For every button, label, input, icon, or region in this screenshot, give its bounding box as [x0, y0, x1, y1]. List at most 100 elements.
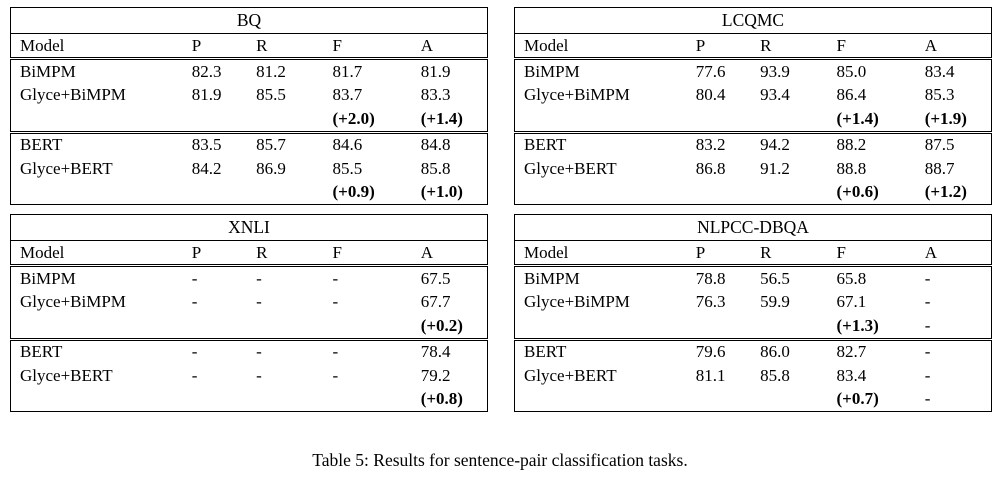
- table-row: (+0.7) -: [515, 388, 992, 412]
- model-cell: [11, 314, 192, 339]
- table-row: BiMPM 77.6 93.9 85.0 83.4: [515, 59, 992, 84]
- value-cell: -: [924, 337, 992, 364]
- table-row: (+0.2): [11, 314, 488, 339]
- value-cell: 85.0: [836, 61, 867, 81]
- table-row: Glyce+BERT 84.2 86.9 85.5 85.8: [11, 157, 488, 181]
- column-header-p: P: [191, 33, 257, 60]
- results-table-nlpcc-dbqa: NLPCC-DBQA Model P R F A BiMPM 78.8 56.5 65.8- G…: [514, 214, 992, 412]
- value-cell: 93.9: [760, 61, 790, 81]
- value-cell: [696, 107, 760, 132]
- model-cell: Glyce+BiMPM: [20, 292, 126, 312]
- results-table-bq: BQ Model P R F A BiMPM 82.3 81.2 81.7 81.9 Glyce+…: [10, 7, 488, 205]
- column-header-r: R: [760, 240, 837, 267]
- column-header-f: F: [332, 33, 421, 60]
- column-header-a: A: [924, 33, 992, 60]
- column-header-f: F: [836, 33, 925, 60]
- table-header-row: Model P R F A: [10, 33, 488, 60]
- value-cell: 83.3: [420, 85, 451, 105]
- value-cell: 85.8: [760, 365, 790, 385]
- column-header-model: Model: [10, 240, 192, 267]
- value-cell: 78.8: [695, 268, 726, 288]
- value-cell: (+1.4): [420, 108, 463, 128]
- value-cell: [696, 388, 760, 412]
- model-cell: [515, 107, 696, 132]
- value-cell: 67.1: [836, 292, 867, 312]
- value-cell: -: [191, 337, 257, 364]
- value-cell: [192, 388, 256, 412]
- value-cell: 76.3: [695, 292, 726, 312]
- value-cell: (+2.0): [332, 108, 375, 128]
- value-cell: -: [191, 365, 198, 385]
- model-cell: Glyce+BERT: [524, 158, 617, 178]
- results-table-xnli: XNLI Model P R F A BiMPM - - -67.5 Glyce+BiMPM - -…: [10, 214, 488, 412]
- table-row: Glyce+BERT 81.1 85.8 83.4 -: [515, 364, 992, 388]
- value-cell: [332, 388, 420, 412]
- column-header-r: R: [256, 33, 333, 60]
- value-cell: [256, 314, 332, 339]
- model-cell: Glyce+BiMPM: [524, 85, 630, 105]
- value-cell: -: [256, 292, 262, 312]
- column-header-p: P: [695, 33, 761, 60]
- value-cell: -: [332, 365, 339, 385]
- table-row: (+1.4) (+1.9): [515, 107, 992, 132]
- column-header-p: P: [695, 240, 761, 267]
- value-cell: -: [256, 365, 262, 385]
- model-cell: Glyce+BERT: [20, 158, 113, 178]
- value-cell: 93.4: [760, 85, 790, 105]
- value-cell: 86.9: [256, 158, 286, 178]
- model-cell: [11, 181, 192, 205]
- value-cell: [760, 388, 836, 412]
- value-cell: -: [256, 268, 262, 288]
- value-cell: -: [924, 292, 931, 312]
- value-cell: -: [924, 389, 931, 409]
- value-cell: -: [332, 337, 421, 364]
- value-cell: 85.7: [256, 130, 333, 157]
- table-header-row: Model P R F A: [514, 33, 992, 60]
- value-cell: (+1.3): [836, 315, 879, 335]
- value-cell: 78.4: [420, 337, 488, 364]
- value-cell: 84.8: [420, 130, 488, 157]
- value-cell: (+0.2): [420, 315, 463, 335]
- model-cell: BiMPM: [524, 268, 580, 288]
- value-cell: 85.5: [332, 158, 363, 178]
- table-row: BiMPM - - - 67.5: [11, 266, 488, 291]
- column-header-r: R: [256, 240, 333, 267]
- table-header-row: Model P R F A: [10, 240, 488, 267]
- model-cell: BERT: [10, 337, 192, 364]
- column-header-f: F: [332, 240, 421, 267]
- value-cell: 86.0: [760, 337, 837, 364]
- table-title-row: NLPCC-DBQA: [514, 214, 992, 241]
- value-cell: 67.5: [420, 268, 451, 288]
- value-cell: [760, 107, 836, 132]
- table-body: BiMPM - - -67.5 Glyce+BiMPM - - -67.7 (+0.2) BERT…: [10, 266, 488, 412]
- value-cell: 85.8: [420, 158, 451, 178]
- table-row: BERT - - -78.4: [10, 337, 488, 364]
- value-cell: [760, 314, 836, 339]
- model-cell: BERT: [514, 337, 696, 364]
- table-header-row: Model P R F A: [514, 240, 992, 267]
- value-cell: [192, 181, 256, 205]
- table-row: (+0.6) (+1.2): [515, 181, 992, 205]
- table-caption: Table 5: Results for sentence-pair class…: [312, 450, 688, 470]
- table-row: BiMPM 78.8 56.5 65.8 -: [515, 266, 992, 291]
- value-cell: (+1.0): [420, 182, 463, 202]
- value-cell: 83.2: [695, 130, 761, 157]
- table-row: (+1.3) -: [515, 314, 992, 339]
- table-row: Glyce+BiMPM - - - 67.7: [11, 291, 488, 315]
- value-cell: 91.2: [760, 158, 790, 178]
- value-cell: [256, 181, 332, 205]
- column-header-model: Model: [10, 33, 192, 60]
- value-cell: 85.3: [924, 85, 955, 105]
- results-table-lcqmc: LCQMC Model P R F A BiMPM 77.6 93.9 85.0 83.4 Gly…: [514, 7, 992, 205]
- value-cell: 83.4: [836, 365, 867, 385]
- column-header-r: R: [760, 33, 837, 60]
- value-cell: 81.2: [256, 61, 286, 81]
- value-cell: 83.4: [924, 61, 955, 81]
- table-row: Glyce+BiMPM 76.3 59.9 67.1 -: [515, 291, 992, 315]
- value-cell: 86.4: [836, 85, 867, 105]
- value-cell: [256, 388, 332, 412]
- value-cell: [256, 107, 332, 132]
- value-cell: 84.6: [332, 130, 421, 157]
- table-row: (+2.0) (+1.4): [11, 107, 488, 132]
- table-row: (+0.8): [11, 388, 488, 412]
